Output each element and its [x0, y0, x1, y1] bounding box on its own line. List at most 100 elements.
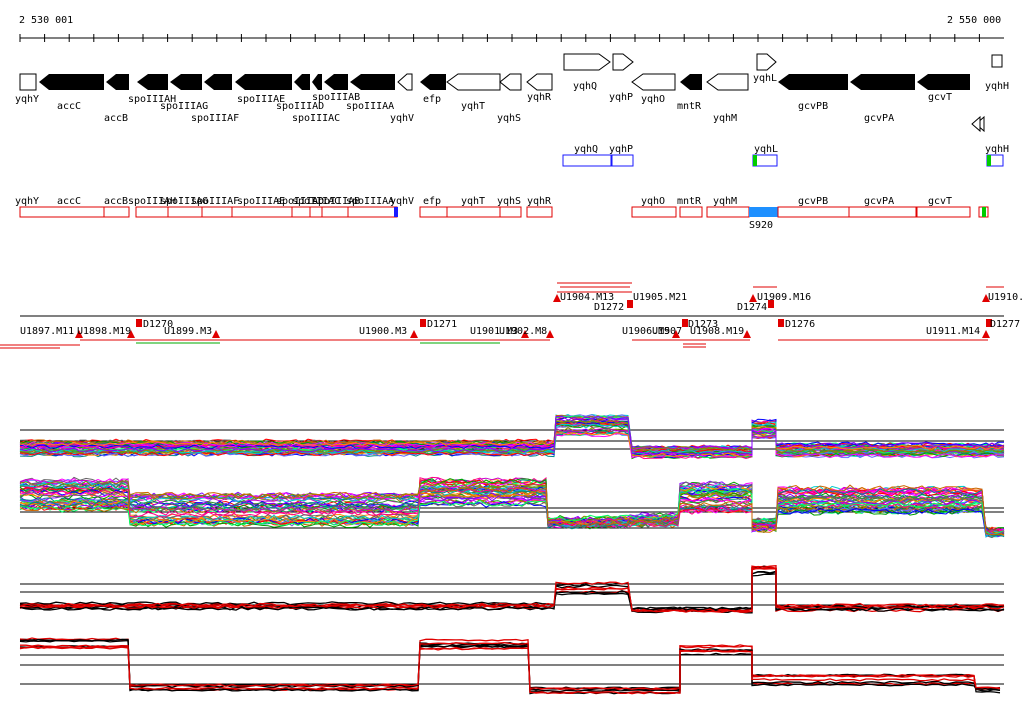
profile-line [19, 425, 1005, 458]
gene-label: yqhO [641, 94, 665, 105]
gene-label: yqhS [497, 113, 521, 124]
gene-label: gcvT [928, 92, 952, 103]
red-box-label: spoIIIAD [276, 196, 324, 207]
gene-yqhS[interactable] [499, 73, 522, 91]
blue-box[interactable] [562, 154, 612, 167]
gene-spoIIIAH[interactable] [137, 74, 168, 90]
ruler-end-label: 2 550 000 [947, 15, 1001, 26]
red-box-label: gcvT [928, 196, 952, 207]
gene-label: yqhT [461, 101, 485, 112]
gene-label: accC [57, 101, 81, 112]
red-box-label: spoIIIAA [346, 196, 394, 207]
gene-spoIIIAB[interactable] [324, 74, 348, 90]
red-box[interactable] [135, 206, 398, 218]
blue-box[interactable] [611, 154, 634, 167]
gene-label: yqhP [609, 92, 633, 103]
red-box[interactable] [446, 206, 502, 218]
gene-yqhL[interactable] [756, 53, 777, 71]
tu-label: U1906.M5 [622, 326, 670, 337]
blue-box-label: yqhL [754, 144, 778, 155]
tu-label: U1910. [988, 292, 1024, 303]
gene-accC[interactable] [39, 74, 104, 90]
tu-label: U1908.M19 [690, 326, 744, 337]
gene-yqhP[interactable] [612, 53, 634, 71]
blue-box-label: yqhH [985, 144, 1009, 155]
red-box-label: spoIIIAB [312, 196, 360, 207]
tu-label: U1904.M13 [560, 292, 614, 303]
gene-yqhR[interactable] [526, 73, 553, 91]
red-box[interactable] [916, 206, 971, 218]
red-box[interactable] [103, 206, 130, 218]
gene-label: efp [423, 94, 441, 105]
red-box[interactable] [848, 206, 917, 218]
profile-line [19, 476, 1005, 537]
profile-line [19, 480, 1005, 536]
red-box[interactable] [679, 206, 703, 218]
gene-label: spoIIIAA [346, 101, 394, 112]
tu-label: U1905.M21 [633, 292, 687, 303]
gene-yqhM[interactable] [706, 73, 749, 91]
gene-spoIIIAG[interactable] [170, 74, 202, 90]
red-box[interactable] [499, 206, 522, 218]
highlighted-region[interactable] [749, 207, 778, 217]
breakpoint-label: D1274 [737, 302, 767, 313]
blue-box-label: yqhQ [574, 144, 598, 155]
profile-line [19, 484, 1005, 536]
breakpoint-label: D1277 [990, 319, 1020, 330]
breakpoint-label: D1272 [594, 302, 624, 313]
gene-label: yqhM [713, 113, 737, 124]
tu-label: U1900.M3 [359, 326, 407, 337]
blue-box-label: yqhP [609, 144, 633, 155]
red-gene-track: yqhY accC accB spoIIIAH spoIIIAG spoIIIA… [15, 196, 989, 231]
profile-line [19, 478, 1005, 536]
expression-profiles [19, 413, 1005, 695]
profile-line [19, 482, 1005, 536]
gene-spoIIIAE[interactable] [235, 74, 292, 90]
gene-spoIIIAC[interactable] [312, 74, 322, 90]
red-box-label: spoIIIAG [160, 196, 208, 207]
tu-label: U1901.M3 [470, 326, 518, 337]
gene-accB[interactable] [106, 74, 129, 90]
profile-line [20, 642, 1001, 695]
gene-yqhV[interactable] [397, 73, 413, 91]
gene-spoIIIAA[interactable] [350, 74, 395, 90]
red-box-label: accC [57, 196, 81, 207]
gene-yqhO[interactable] [631, 73, 676, 91]
red-box-label: yqhS [497, 196, 521, 207]
gene-yqhQ[interactable] [563, 53, 611, 71]
gene-gcvPB[interactable] [778, 74, 848, 90]
gene-label: accB [104, 113, 128, 124]
red-box[interactable] [631, 206, 677, 218]
breakpoint-label: D1271 [427, 319, 457, 330]
tu-label: U1897.M11 [20, 326, 74, 337]
gene-spoIIIAD[interactable] [294, 74, 310, 90]
gene-label: spoIIIAG [160, 101, 208, 112]
gene-label: spoIIIAD [276, 101, 324, 112]
gene-mntR[interactable] [680, 74, 702, 90]
gene-label: spoIIIAE [237, 94, 285, 105]
gene-label: yqhQ [573, 81, 597, 92]
gene-label: mntR [677, 101, 702, 112]
gene-yqhT[interactable] [446, 73, 501, 91]
gene-gcvPA[interactable] [850, 74, 915, 90]
gene-label: yqhH [985, 81, 1009, 92]
gene-yqhY[interactable] [19, 73, 37, 91]
red-box[interactable] [777, 206, 850, 218]
gene-label: yqhY [15, 94, 39, 105]
gene-efp[interactable] [420, 74, 446, 90]
gene-label: spoIIIAF [191, 113, 239, 124]
gene-spoIIIAF[interactable] [204, 74, 232, 90]
gene-label: spoIIIAH [128, 94, 176, 105]
blue-gene-track: yqhQ yqhP yqhL yqhH [562, 144, 1009, 167]
red-box[interactable] [706, 206, 750, 218]
green-mark [982, 207, 986, 217]
red-box[interactable] [419, 206, 448, 218]
red-box[interactable] [526, 206, 553, 218]
blue-mark [394, 207, 398, 217]
red-box-label: yqhY [15, 196, 39, 207]
gene-gcvT[interactable] [917, 74, 970, 90]
red-box-label: yqhO [641, 196, 665, 207]
profile-line [19, 645, 1001, 691]
gene-yqhH[interactable] [991, 54, 1003, 68]
